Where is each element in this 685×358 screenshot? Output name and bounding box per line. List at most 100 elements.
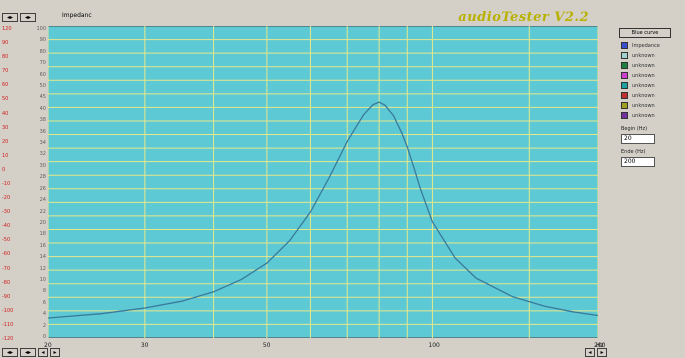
left-scale-label: -110	[2, 321, 14, 328]
channel-color-swatch[interactable]	[621, 62, 628, 69]
x-tick-label: 20	[44, 342, 52, 349]
left-scale-label: 10	[2, 152, 9, 159]
left-scale-label: 70	[2, 68, 9, 75]
left-scale-label: -50	[2, 237, 11, 244]
left-scale-label: -10	[2, 181, 11, 187]
right-scale-label: 14	[39, 254, 46, 261]
right-scale-label: 20	[39, 219, 46, 226]
channel-item[interactable]: unknown	[621, 92, 655, 101]
left-scale-label: -20	[2, 195, 11, 202]
left-scale: 120 90 80 70 60 50 40 30 20 10 0 -10 -20 -30 -40 -50 -60…	[0, 24, 34, 342]
right-scale-label: 70	[39, 60, 46, 67]
channel-item[interactable]: Impedance	[621, 42, 660, 51]
right-scale-label: 45	[39, 94, 46, 101]
right-scale-label: 8	[42, 288, 46, 295]
blue-curve-button[interactable]: Blue curve	[619, 28, 671, 38]
right-scale-label: 60	[39, 71, 46, 78]
bottom-right-button-1[interactable]: ◂	[585, 348, 595, 357]
bottom-right-button-2[interactable]: ▸	[597, 348, 607, 357]
x-unit-label: Hz	[596, 342, 604, 349]
channel-label: unknown	[632, 93, 655, 99]
begin-hz-label: Begin (Hz)	[621, 126, 648, 132]
bottom-left-button-3[interactable]: ◂	[38, 348, 48, 357]
channel-color-swatch[interactable]	[621, 52, 628, 59]
right-scale-label: 34	[39, 140, 46, 147]
x-tick-label: 30	[140, 342, 149, 349]
right-scale-label: 28	[39, 174, 46, 181]
x-tick-label: 50	[262, 342, 271, 349]
right-scale-label: 2	[42, 322, 46, 329]
left-scale-label: -120	[2, 336, 14, 342]
plot-background	[48, 26, 598, 338]
right-scale-label: 80	[39, 48, 46, 55]
bottom-left-button-2[interactable]: ◂▸	[20, 348, 36, 357]
channel-item[interactable]: unknown	[621, 72, 655, 81]
bottom-left-button-4[interactable]: ▸	[50, 348, 60, 357]
channel-label: Impedance	[632, 43, 660, 49]
app-title: audioTester V2.2	[458, 10, 589, 25]
right-scale-label: 18	[39, 231, 46, 238]
right-scale-label: 10	[39, 276, 46, 283]
channel-item[interactable]: unknown	[621, 102, 655, 111]
end-hz-label: Ende (Hz)	[621, 149, 646, 155]
right-scale-label: 40	[39, 105, 46, 112]
top-left-button-2[interactable]: ◂▸	[20, 13, 36, 22]
left-scale-label: 30	[2, 124, 9, 131]
right-scale-label: 32	[39, 151, 46, 158]
right-scale-label: 36	[39, 128, 46, 135]
left-scale-label: -70	[2, 265, 11, 272]
left-scale-label: 40	[2, 110, 9, 117]
bottom-left-button-1[interactable]: ◂▸	[2, 348, 18, 357]
right-scale-label: 12	[39, 265, 46, 272]
left-scale-label: 120	[2, 26, 12, 32]
left-scale-label: -40	[2, 223, 11, 230]
channel-item[interactable]: unknown	[621, 112, 655, 121]
left-scale-label: 20	[2, 138, 9, 145]
channel-label: unknown	[632, 73, 655, 79]
left-scale-label: -30	[2, 209, 11, 216]
chart-svg	[48, 26, 598, 338]
right-scale-label: 26	[39, 185, 46, 192]
end-hz-field[interactable]: 200	[621, 157, 655, 167]
channel-label: unknown	[632, 103, 655, 109]
begin-hz-field[interactable]: 20	[621, 134, 655, 144]
channel-label: unknown	[632, 53, 655, 59]
channel-item[interactable]: unknown	[621, 52, 655, 61]
channel-color-swatch[interactable]	[621, 42, 628, 49]
left-scale-label: -60	[2, 251, 11, 258]
left-scale-label: 80	[2, 54, 9, 61]
right-scale-label: 0	[42, 334, 46, 340]
channel-color-swatch[interactable]	[621, 92, 628, 99]
left-scale-label: 60	[2, 82, 9, 89]
right-scale-label: 24	[39, 197, 46, 204]
left-scale-label: -80	[2, 279, 11, 286]
channel-label: unknown	[632, 63, 655, 69]
left-scale-label: -100	[2, 307, 14, 314]
right-scale-label: 100	[36, 26, 46, 32]
x-tick-label: 100	[428, 342, 440, 349]
channel-color-swatch[interactable]	[621, 72, 628, 79]
right-scale-label: 6	[42, 299, 46, 306]
channel-label: unknown	[632, 83, 655, 89]
right-scale-label: 4	[42, 311, 46, 318]
left-scale-label: 50	[2, 96, 9, 103]
channel-label: unknown	[632, 113, 655, 119]
right-scale-label: 22	[39, 208, 46, 215]
impedance-curve	[48, 101, 598, 319]
channel-color-swatch[interactable]	[621, 102, 628, 109]
channel-color-swatch[interactable]	[621, 82, 628, 89]
left-scale-label: 0	[2, 166, 6, 173]
right-scale-label: 50	[39, 83, 46, 90]
right-scale-label: 38	[39, 117, 46, 124]
right-scale-label: 16	[39, 242, 46, 249]
right-scale-label: 30	[39, 162, 46, 169]
channel-item[interactable]: unknown	[621, 82, 655, 91]
impedance-plot[interactable]	[48, 26, 598, 338]
right-scale: 100 90 80 70 60 50 45 40 38 36 34 32 30 28 26 24 22 20 18 1…	[30, 24, 48, 340]
top-left-button-1[interactable]: ◂▸	[2, 13, 18, 22]
right-scale-label: 90	[39, 37, 46, 44]
channel-color-swatch[interactable]	[621, 112, 628, 119]
window-title: Impedanc	[62, 12, 92, 19]
channel-item[interactable]: unknown	[621, 62, 655, 71]
